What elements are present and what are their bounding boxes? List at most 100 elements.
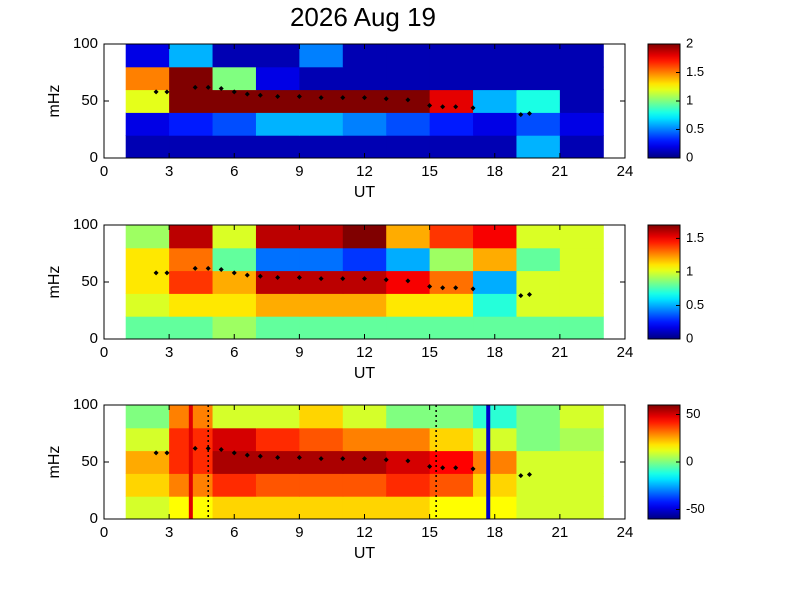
- x-tick-label: 6: [230, 524, 238, 541]
- heatmap-cell: [473, 316, 517, 340]
- x-tick-label: 3: [165, 163, 173, 180]
- data-point: [362, 95, 367, 101]
- heatmap-cell: [516, 293, 561, 317]
- heatmap-cell: [125, 496, 170, 520]
- data-point: [231, 450, 237, 456]
- y-tick-label: 0: [90, 330, 98, 347]
- heatmap-cell: [212, 247, 257, 272]
- heatmap-cell: [559, 427, 604, 452]
- data-point: [362, 276, 367, 282]
- data-point: [218, 85, 224, 91]
- heatmap-cell: [299, 293, 344, 317]
- heatmap-cell: [473, 135, 517, 159]
- data-point: [427, 464, 433, 470]
- data-point: [257, 453, 263, 459]
- heatmap-cell: [255, 473, 300, 497]
- x-tick-label: 9: [295, 344, 303, 361]
- data-point: [453, 285, 459, 291]
- y-tick-label: 100: [73, 216, 98, 233]
- data-point: [153, 450, 159, 456]
- colorbar-tick-label: 0: [686, 149, 693, 164]
- x-tick-label: 6: [230, 344, 238, 361]
- heatmap-cell: [342, 135, 387, 159]
- x-tick-label: 21: [552, 344, 569, 361]
- data-point: [453, 104, 459, 110]
- x-tick-label: 24: [617, 524, 634, 541]
- heatmap-cell: [299, 135, 344, 159]
- heatmap-cell: [559, 44, 604, 68]
- heatmap-cell: [516, 44, 561, 68]
- heatmap-cell: [429, 135, 474, 159]
- colorbar-tick-label: 1.5: [686, 64, 704, 79]
- heatmap-cell: [559, 270, 604, 294]
- data-point: [440, 465, 446, 471]
- heatmap-cell: [125, 135, 170, 159]
- data-point: [318, 95, 324, 101]
- heatmap-cell: [429, 496, 474, 520]
- heatmap-cell: [429, 473, 474, 497]
- heatmap-cell: [429, 270, 474, 294]
- colorbar-tick-label: 2: [686, 35, 693, 50]
- colorbar: [647, 43, 681, 159]
- heatmap-cell: [342, 405, 387, 429]
- data-point: [383, 96, 389, 102]
- data-point: [526, 292, 532, 298]
- heatmap-cell: [125, 66, 170, 91]
- y-axis-label: mHz: [46, 85, 63, 118]
- data-point: [218, 446, 224, 452]
- y-tick-label: 0: [90, 510, 98, 527]
- heatmap-cell: [559, 293, 604, 317]
- y-tick-label: 100: [73, 35, 98, 52]
- data-point: [427, 284, 433, 290]
- data-point: [440, 104, 446, 110]
- figure-title: 2026 Aug 19: [290, 2, 436, 32]
- heatmap-cell: [473, 225, 517, 249]
- heatmap-cell: [516, 427, 561, 452]
- y-axis-label: mHz: [46, 446, 63, 479]
- data-point: [244, 91, 250, 97]
- x-tick-label: 0: [100, 344, 108, 361]
- heatmap-cell: [212, 316, 257, 340]
- data-point: [296, 93, 302, 99]
- heatmap-cell: [516, 112, 561, 136]
- data-point: [318, 276, 324, 282]
- heatmap-cell: [255, 316, 300, 340]
- heatmap-cell: [342, 270, 387, 294]
- heatmap-cell: [429, 44, 474, 68]
- heatmap-cell: [516, 316, 561, 340]
- data-point: [453, 465, 459, 471]
- y-axis-label: mHz: [46, 266, 63, 299]
- x-tick-label: 24: [617, 163, 634, 180]
- heatmap-cell: [386, 496, 431, 520]
- heatmap-cell: [212, 496, 257, 520]
- x-tick-label: 3: [165, 344, 173, 361]
- heatmap-cell: [212, 450, 257, 474]
- heatmap-cell: [299, 316, 344, 340]
- heatmap-cell: [342, 44, 387, 68]
- heatmap-cell: [255, 135, 300, 159]
- heatmap-cell: [212, 112, 257, 136]
- heatmap-cell: [473, 496, 517, 520]
- heatmap-cell: [473, 66, 517, 91]
- heatmap-cell: [516, 473, 561, 497]
- data-point: [244, 272, 250, 278]
- x-tick-label: 15: [421, 163, 438, 180]
- data-point: [275, 274, 281, 280]
- heatmap-cell: [169, 89, 214, 113]
- y-tick-label: 50: [81, 92, 98, 109]
- heatmap-cell: [516, 225, 561, 249]
- heatmap-cell: [299, 405, 344, 429]
- heatmap-cell: [299, 450, 344, 474]
- heatmap-cell: [125, 450, 170, 474]
- heatmap-cell: [255, 293, 300, 317]
- heatmap-cell: [342, 293, 387, 317]
- y-tick-label: 50: [81, 453, 98, 470]
- data-point: [275, 454, 281, 460]
- heatmap-cell: [473, 405, 517, 429]
- heatmap-cell: [299, 66, 344, 91]
- data-point: [205, 445, 211, 451]
- y-tick-label: 100: [73, 396, 98, 413]
- heatmap-cell: [255, 450, 300, 474]
- x-tick-label: 0: [100, 163, 108, 180]
- x-tick-label: 15: [421, 524, 438, 541]
